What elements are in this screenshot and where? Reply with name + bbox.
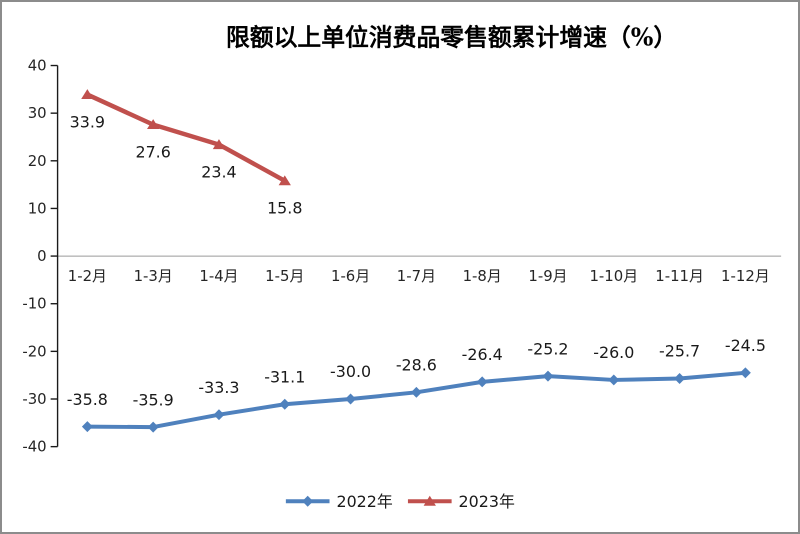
y-tick-label-40: 40	[28, 56, 47, 74]
series-line-2022年	[85, 370, 748, 430]
y-tick-label-10: 10	[28, 199, 47, 217]
x-category-label-10: 1-12月	[721, 267, 770, 285]
x-category-label-7: 1-9月	[528, 267, 567, 285]
chart-title: 限额以上单位消费品零售额累计增速（%）	[226, 24, 677, 52]
diamond-marker-2022年-4	[345, 393, 357, 405]
data-label-2022年-1: -35.9	[133, 390, 174, 409]
data-label-2022年-7: -25.2	[527, 339, 568, 358]
data-label-2022年-2: -33.3	[198, 378, 239, 397]
data-label-2023年-0: 33.9	[70, 112, 105, 131]
series-line-2023年	[85, 92, 288, 184]
x-category-label-4: 1-6月	[331, 267, 370, 285]
x-category-label-2: 1-4月	[199, 267, 238, 285]
diamond-marker-2022年-8	[608, 374, 620, 386]
x-category-label-0: 1-2月	[68, 267, 107, 285]
legend-label-2022年: 2022年	[336, 492, 392, 511]
data-label-2022年-10: -24.5	[725, 336, 766, 355]
data-label-2022年-3: -31.1	[264, 367, 305, 386]
y-tick-label-20: 20	[28, 152, 47, 170]
diamond-marker-2022年-2	[213, 409, 225, 421]
x-category-label-3: 1-5月	[265, 267, 304, 285]
x-category-label-8: 1-10月	[589, 267, 638, 285]
x-category-label-6: 1-8月	[463, 267, 502, 285]
y-tick-label-0: 0	[37, 247, 46, 265]
legend-item-2022年: 2022年	[285, 492, 393, 511]
y-tick-label--40: -40	[22, 438, 46, 456]
y-tick-label--30: -30	[22, 390, 46, 408]
diamond-marker-2022年-5	[410, 386, 422, 398]
y-tick-label--10: -10	[22, 295, 46, 313]
diamond-marker-2022年-7	[542, 370, 554, 382]
data-label-2022年-6: -26.4	[462, 345, 503, 364]
y-tick-label--20: -20	[22, 342, 46, 360]
x-category-label-9: 1-11月	[655, 267, 704, 285]
data-label-2022年-5: -28.6	[396, 355, 437, 374]
x-category-label-1: 1-3月	[134, 267, 173, 285]
legend-diamond-marker-2022年	[302, 495, 314, 507]
data-label-2022年-8: -26.0	[593, 343, 634, 362]
data-label-2023年-1: 27.6	[135, 142, 170, 161]
data-label-2022年-4: -30.0	[330, 362, 371, 381]
triangle-marker-2023年-3	[278, 175, 291, 186]
data-label-2022年-9: -25.7	[659, 342, 700, 361]
triangle-marker-2023年-0	[81, 89, 94, 100]
diamond-marker-2022年-1	[147, 421, 159, 433]
legend-item-2023年: 2023年	[407, 492, 515, 511]
data-label-2022年-0: -35.8	[67, 390, 108, 409]
diamond-marker-2022年-3	[279, 398, 291, 410]
legend-triangle-marker-2023年	[423, 495, 436, 506]
diamond-marker-2022年-10	[739, 367, 751, 379]
y-tick-label-30: 30	[28, 104, 47, 122]
x-category-label-5: 1-7月	[397, 267, 436, 285]
legend-label-2023年: 2023年	[459, 492, 515, 511]
diamond-marker-2022年-9	[674, 373, 686, 384]
diamond-marker-2022年-0	[81, 421, 93, 433]
triangle-marker-2023年-1	[147, 119, 160, 130]
plot-area: 40 30 20 10 0 -10 -20 -30 -40 1-2月 1-3月 1-4月 1-5月 1-6…	[22, 56, 782, 456]
data-label-2023年-2: 23.4	[201, 162, 236, 181]
data-label-2023年-3: 15.8	[267, 199, 302, 218]
triangle-marker-2023年-2	[212, 139, 226, 150]
diamond-marker-2022年-6	[476, 376, 488, 388]
legend: 2022年 2023年	[285, 492, 515, 511]
